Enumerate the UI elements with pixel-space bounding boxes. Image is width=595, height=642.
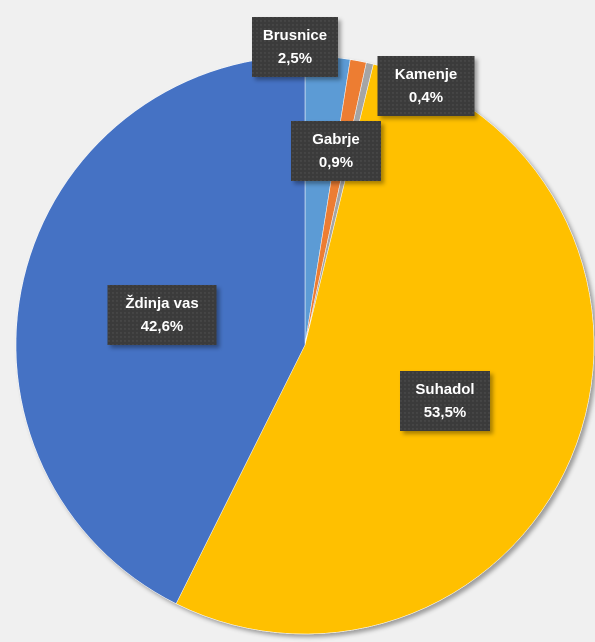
label-box [252,17,338,77]
category-label: Gabrje [312,131,360,148]
label-box [400,371,490,431]
value-label: 2,5% [278,50,312,67]
value-label: 53,5% [424,404,467,421]
category-label: Suhadol [415,381,474,398]
value-label: 0,4% [409,89,443,106]
category-label: Brusnice [263,27,327,44]
label-box [291,121,381,181]
value-label: 42,6% [141,318,184,335]
label-box [107,285,217,345]
label-box [377,56,475,116]
value-label: 0,9% [319,154,353,171]
category-label: Ždinja vas [125,294,198,312]
category-label: Kamenje [395,66,458,83]
pie-slice [175,63,595,635]
